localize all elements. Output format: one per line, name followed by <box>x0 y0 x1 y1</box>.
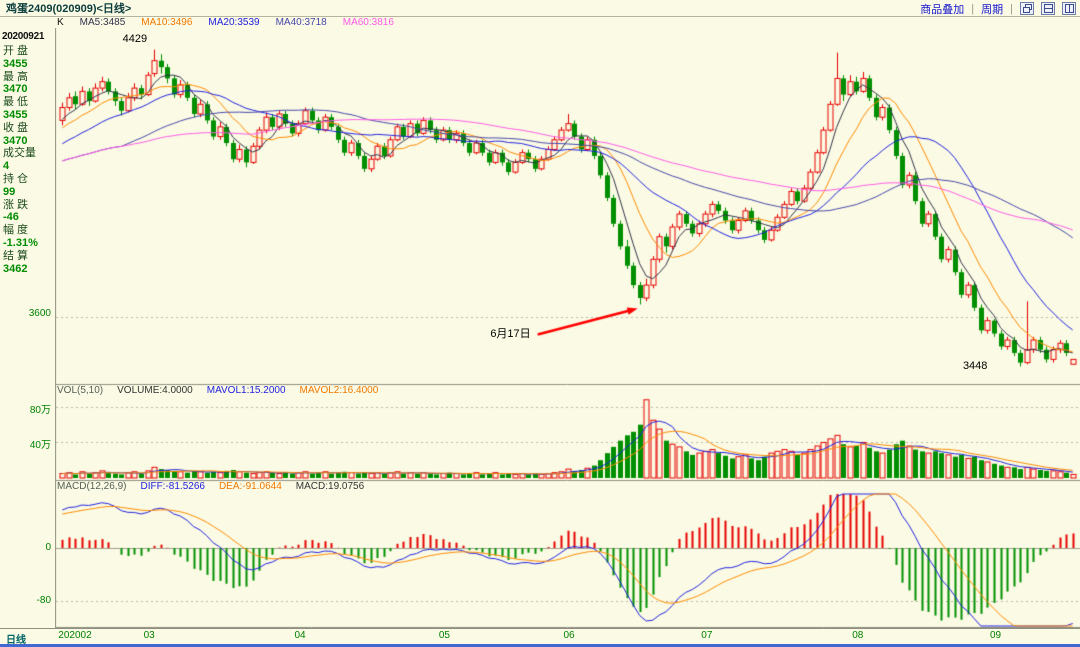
quote-date: 20200921 <box>2 31 45 42</box>
field-value: 3455 <box>3 57 28 70</box>
field-value: 3462 <box>3 262 28 275</box>
tile-horizontal-icon[interactable] <box>1041 2 1055 15</box>
quote-row-close: 收 盘 3470 <box>3 122 55 148</box>
volume-indicator-row: VOL(5,10) VOLUME:4.0000 MAVOL1:15.2000 M… <box>57 385 378 396</box>
tile-vertical-icon[interactable] <box>1062 2 1076 15</box>
field-value: 3470 <box>3 134 28 147</box>
field-value: 99 <box>3 185 16 198</box>
field-value: -46 <box>3 211 19 224</box>
macd-axis-label-0: 0 <box>45 542 51 553</box>
field-label: 最 高 <box>3 70 29 83</box>
field-label: 涨 跌 <box>3 198 29 211</box>
cascade-windows-icon[interactable] <box>1020 2 1034 15</box>
contract-title: 鸡蛋2409(020909)<日线> <box>6 3 132 15</box>
peak-price-annotation: 4429 <box>122 32 148 45</box>
quote-row-high: 最 高 3470 <box>3 71 55 97</box>
quote-sidebar: 20200921 开 盘 3455 最 高 3470 最 低 3455 收 盘 … <box>0 28 55 275</box>
menu-separator: | <box>971 2 975 15</box>
quote-row-open: 开 盘 3455 <box>3 45 55 71</box>
titlebar-menu: 商品叠加 | 周期 | <box>920 0 1076 17</box>
mavol1-value: MAVOL1:15.2000 <box>206 385 286 396</box>
volume-axis-label-80: 80万 <box>29 405 51 416</box>
ma20-value: MA20:3539 <box>208 17 260 28</box>
quote-row-settle: 结 算 3462 <box>3 250 55 276</box>
field-value: -1.31% <box>3 236 38 249</box>
macd-axis-label-neg80: -80 <box>36 595 51 606</box>
macd-value: MACD:19.0756 <box>295 481 365 492</box>
low-price-annotation: 3448 <box>962 360 988 373</box>
field-label: 最 低 <box>3 96 29 109</box>
field-value: 3455 <box>3 108 28 121</box>
axis-month-label: 08 <box>852 630 864 641</box>
date-event-annotation: 6月17日 <box>490 328 531 341</box>
axis-month-label: 04 <box>294 630 306 641</box>
axis-month-label: 07 <box>701 630 713 641</box>
volume-axis-label-40: 40万 <box>29 440 51 451</box>
quote-row-change: 涨 跌 -46 <box>3 199 55 225</box>
overlay-menu-link[interactable]: 商品叠加 <box>920 3 965 16</box>
macd-indicator-row: MACD(12,26,9) DIFF:-81.5266 DEA:-91.0644… <box>57 481 364 492</box>
time-axis: 日线 <box>0 628 1080 646</box>
quote-row-volume: 成交量 4 <box>3 147 55 173</box>
vol-value: VOLUME:4.0000 <box>117 385 193 396</box>
field-label: 成交量 <box>3 147 36 160</box>
price-chart-canvas[interactable] <box>55 28 1080 628</box>
ma10-value: MA10:3496 <box>141 17 193 28</box>
k-label: K <box>57 17 64 28</box>
field-value: 4 <box>3 160 10 173</box>
axis-month-label: 05 <box>438 630 450 641</box>
axis-month-label: 09 <box>989 630 1002 641</box>
main-indicator-row: K MA5:3485 MA10:3496 MA20:3539 MA40:3718… <box>57 17 394 28</box>
field-label: 持 仓 <box>3 172 29 185</box>
axis-month-label: 03 <box>143 630 155 641</box>
period-tab[interactable]: 日线 <box>6 635 26 646</box>
quote-row-changepct: 幅 度 -1.31% <box>3 224 55 250</box>
ma40-value: MA40:3718 <box>275 17 327 28</box>
field-value: 3470 <box>3 83 28 96</box>
axis-month-label: 202002 <box>58 630 92 641</box>
macd-name: MACD(12,26,9) <box>57 481 127 492</box>
quote-row-openinterest: 持 仓 99 <box>3 173 55 199</box>
mavol2-value: MAVOL2:16.4000 <box>299 385 379 396</box>
menu-separator: | <box>1010 2 1013 15</box>
field-label: 幅 度 <box>3 224 29 237</box>
axis-month-label: 06 <box>563 630 575 641</box>
field-label: 开 盘 <box>3 45 29 57</box>
horizontal-scrollbar[interactable] <box>0 644 1080 647</box>
field-label: 结 算 <box>3 249 29 262</box>
vol-name: VOL(5,10) <box>57 385 104 396</box>
diff-value: DIFF:-81.5266 <box>140 481 205 492</box>
field-label: 收 盘 <box>3 121 29 134</box>
quote-row-low: 最 低 3455 <box>3 96 55 122</box>
ma5-value: MA5:3485 <box>79 17 126 28</box>
titlebar: 鸡蛋2409(020909)<日线> 商品叠加 | 周期 | <box>0 0 1080 17</box>
price-axis-label: 3600 <box>28 308 51 319</box>
ma60-value: MA60:3816 <box>342 17 394 28</box>
dea-value: DEA:-91.0644 <box>218 481 282 492</box>
period-menu-link[interactable]: 周期 <box>981 3 1004 16</box>
